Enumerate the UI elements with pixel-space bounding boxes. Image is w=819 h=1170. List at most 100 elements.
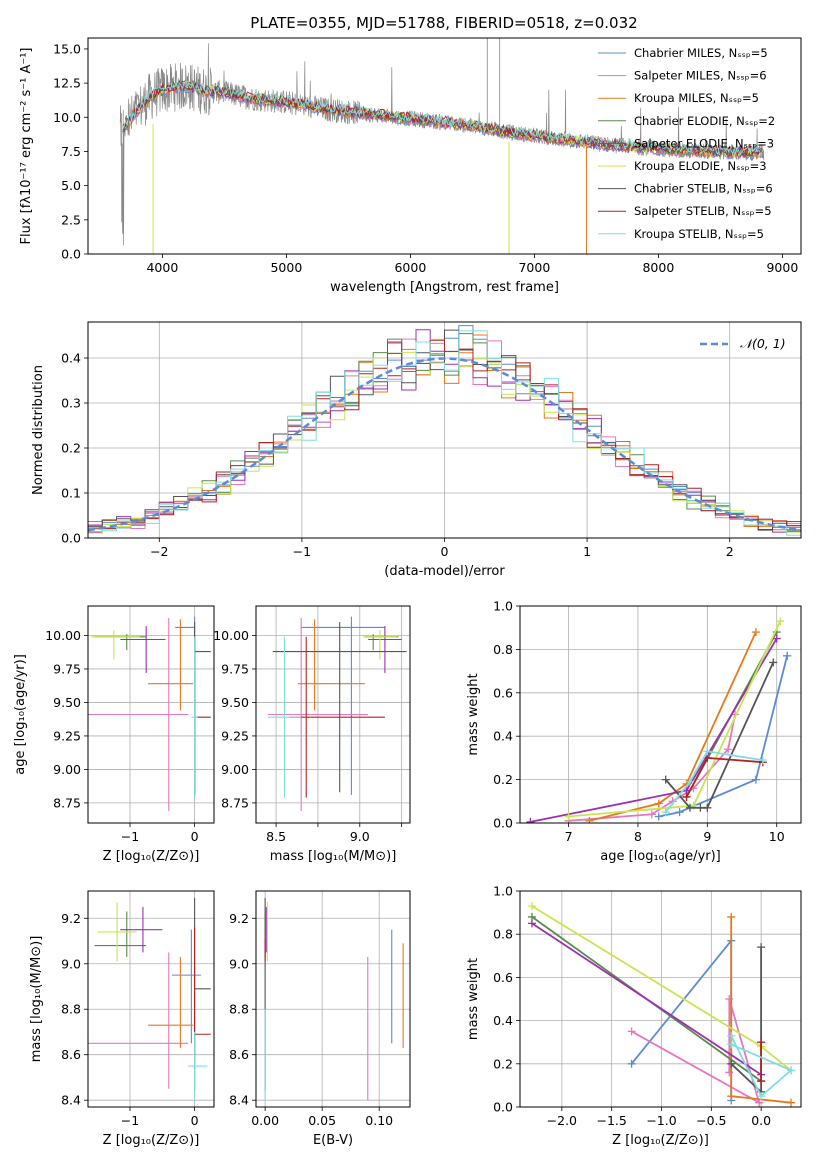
weight-marker-kroupa_miles <box>727 912 736 921</box>
weight-marker-chabrier_stelib <box>661 775 670 784</box>
x-tick-label: 6000 <box>394 260 426 275</box>
y-tick-label: 0.8 <box>493 927 513 942</box>
weight-marker-chabrier_stelib <box>757 943 766 952</box>
x-tick-label: 4000 <box>146 260 178 275</box>
x-tick-label: 0.10 <box>365 1113 393 1128</box>
x-tick-label: 0 <box>191 829 199 844</box>
weight-marker-chabrier_miles <box>654 812 663 821</box>
x-tick-label: 9.0 <box>350 829 370 844</box>
x-axis-label: E(B-V) <box>313 1133 353 1148</box>
x-tick-label: 10 <box>769 829 785 844</box>
y-tick-label: 8.4 <box>61 1093 81 1108</box>
y-tick-label: 9.75 <box>53 661 81 676</box>
y-tick-label: 0.2 <box>61 441 81 456</box>
y-tick-label: 8.4 <box>229 1093 249 1108</box>
plot-frame <box>255 890 411 1108</box>
weight-line-salpeter_miles <box>631 998 761 1105</box>
weight-marker-salpeter_stelib <box>682 792 691 801</box>
x-tick-label: 2 <box>726 544 734 559</box>
y-tick-label: 0.1 <box>61 486 81 501</box>
y-tick-label: 9.00 <box>53 762 81 777</box>
weight-marker-kroupa_miles <box>787 1098 796 1107</box>
x-tick-label: −1 <box>121 1113 139 1128</box>
y-tick-label: 9.2 <box>61 911 81 926</box>
y-tick-label: 7.5 <box>61 144 81 159</box>
plot-frame <box>519 605 802 824</box>
x-tick-label: 8000 <box>642 260 674 275</box>
y-tick-label: 9.0 <box>61 956 81 971</box>
weight-line-kroupa_stelib <box>664 750 763 813</box>
y-tick-label: 0.8 <box>493 642 513 657</box>
figure-title: PLATE=0355, MJD=51788, FIBERID=0518, z=0… <box>250 14 637 32</box>
weight-marker-kroupa_stelib <box>757 1092 766 1101</box>
weight-marker-chabrier_stelib <box>769 658 778 667</box>
x-tick-label: 8 <box>634 829 642 844</box>
weight-marker-kroupa_elodie <box>527 902 536 911</box>
y-tick-label: 1.0 <box>493 599 513 614</box>
weight-marker-chabrier_miles <box>675 808 684 817</box>
weight-marker-kroupa_stelib <box>727 1040 736 1049</box>
legend-label: Chabrier MILES, Nₛₛₚ=5 <box>634 46 768 60</box>
y-tick-label: 9.0 <box>229 956 249 971</box>
plot-frame <box>519 890 802 1108</box>
plot-area-residuals <box>88 325 801 536</box>
plot-frame <box>87 321 802 539</box>
plot-area-mass_age <box>267 616 407 811</box>
x-tick-label: −1 <box>293 544 311 559</box>
legend-label: Salpeter MILES, Nₛₛₚ=6 <box>634 69 767 83</box>
weight-line-salpeter_miles <box>568 714 736 822</box>
legend: Chabrier MILES, Nₛₛₚ=5 Salpeter MILES, Nₛ… <box>598 46 775 241</box>
weight-marker-kroupa_miles <box>654 799 663 808</box>
weight-marker-kroupa_miles <box>727 1092 736 1101</box>
x-tick-label: −0.5 <box>696 1113 726 1128</box>
panel-age_weight: 7 8 9 10 0.0 0.2 0.4 0.6 0.8 1.0 age [log₁₀(age/yr… <box>466 599 802 864</box>
weight-marker-chabrier_stelib <box>685 803 694 812</box>
weight-marker-chabrier_miles <box>751 775 760 784</box>
weight-marker-kroupa_stelib <box>685 777 694 786</box>
plot-frame <box>87 890 215 1108</box>
weight-marker-kroupa_elodie <box>564 812 573 821</box>
normal-curve <box>88 357 801 532</box>
y-tick-label: 0.6 <box>493 970 513 985</box>
x-tick-label: 1 <box>583 544 591 559</box>
weight-marker-kroupa_miles <box>585 816 594 823</box>
x-tick-label: 9 <box>703 829 711 844</box>
y-tick-label: 0.0 <box>493 1100 513 1115</box>
y-tick-label: 9.75 <box>221 661 249 676</box>
y-axis-label: Normed distribution <box>31 365 46 495</box>
x-axis-label: age [log₁₀(age/yr)] <box>600 849 721 864</box>
y-axis-label: mass [log₁₀(M/M⊙)] <box>29 936 44 1063</box>
plot-frame <box>87 37 802 255</box>
legend-label: Chabrier STELIB, Nₛₛₚ=6 <box>634 182 773 196</box>
panel-spectrum: 4000 5000 6000 7000 8000 9000 0.0 2.5 5.0 7.5 10.0… <box>19 37 802 295</box>
weight-marker-kroupa_stelib <box>703 747 712 756</box>
weight-marker-salpeter_miles <box>647 810 656 819</box>
y-tick-label: 0.4 <box>493 1013 513 1028</box>
weight-marker-kroupa_stelib <box>727 1031 736 1040</box>
model-spectrum-chabrier_stelib <box>122 79 764 157</box>
y-tick-label: 10.00 <box>45 628 81 643</box>
y-axis-label: age [log₁₀(age/yr)] <box>13 654 28 775</box>
panel-z_weight: −2.0 −1.5 −1.0 −0.5 0.0 0.0 0.2 0.4 0.6 0.8 1.0 Z [… <box>466 884 802 1148</box>
x-tick-label: 0 <box>191 1113 199 1128</box>
x-tick-label: 7 <box>565 829 573 844</box>
y-tick-label: 10.0 <box>53 110 81 125</box>
weight-marker-salpeter_elodie <box>527 919 536 928</box>
panel-z_mass: −1 0 8.4 8.6 8.8 9.0 9.2 Z [log₁₀(Z/Z⊙)] mass [l… <box>29 890 215 1148</box>
weight-marker-chabrier_stelib <box>703 803 712 812</box>
y-tick-label: 8.75 <box>53 795 81 810</box>
legend: 𝒩(0, 1) <box>700 336 786 351</box>
y-tick-label: 0.6 <box>493 685 513 700</box>
x-axis-label: (data-model)/error <box>384 564 505 579</box>
y-tick-label: 8.6 <box>229 1047 249 1062</box>
y-tick-label: 0.0 <box>61 531 81 546</box>
weight-marker-chabrier_stelib <box>727 1059 736 1068</box>
x-axis-label: Z [log₁₀(Z/Z⊙)] <box>103 849 200 864</box>
plot-frame <box>255 605 411 824</box>
y-tick-label: 5.0 <box>61 178 81 193</box>
weight-marker-kroupa_stelib <box>787 1066 796 1075</box>
weight-marker-chabrier_miles <box>783 651 792 660</box>
x-tick-label: 8.5 <box>266 829 286 844</box>
plot-area-ebv_mass <box>264 897 404 1101</box>
